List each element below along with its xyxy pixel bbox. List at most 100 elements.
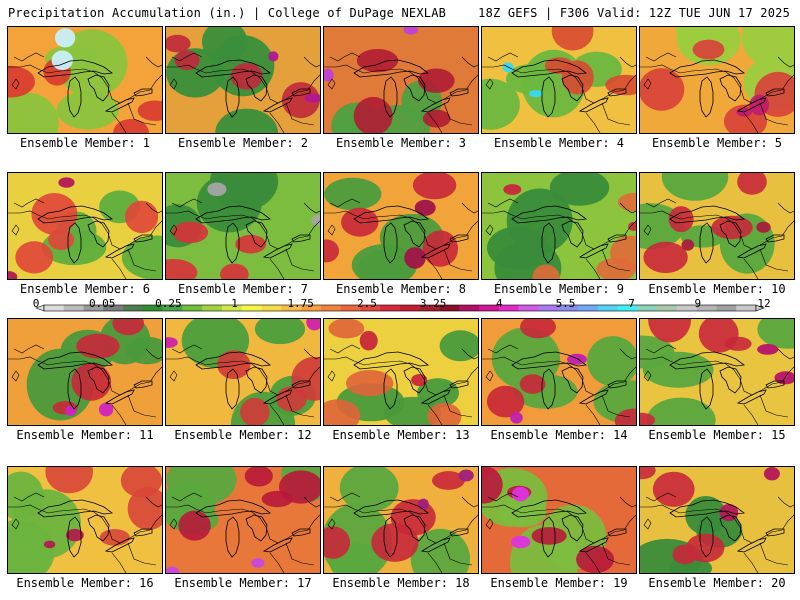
lake-outline — [353, 205, 430, 224]
precip-area — [45, 467, 93, 494]
political-boundary — [482, 210, 636, 250]
lake-outline — [383, 368, 398, 410]
precip-area — [576, 545, 615, 573]
political-boundary — [111, 404, 127, 425]
political-boundary — [324, 504, 478, 544]
ensemble-panel: Ensemble Member: 6 — [7, 172, 163, 300]
precip-area — [235, 234, 267, 254]
ensemble-member-label: Ensemble Member: 16 — [16, 576, 154, 590]
ensemble-panel: Ensemble Member: 15 — [639, 318, 795, 446]
lake-outline — [719, 366, 742, 394]
lake-outline — [87, 366, 110, 394]
precipitation-map — [165, 466, 321, 574]
precip-area — [220, 263, 249, 279]
precip-area — [640, 68, 685, 111]
colorbar-swatch — [261, 305, 282, 311]
lake-outline — [383, 222, 398, 264]
political-boundary — [461, 496, 478, 508]
political-boundary — [324, 210, 478, 250]
precip-area — [230, 63, 263, 90]
ensemble-member-label: Ensemble Member: 9 — [493, 282, 625, 296]
political-boundary — [487, 52, 519, 62]
political-boundary — [601, 394, 631, 418]
precip-area — [306, 319, 320, 331]
lake-outline — [607, 528, 627, 537]
precip-area — [561, 60, 594, 95]
political-boundary — [166, 504, 320, 544]
lake-winnipeg-outline — [169, 224, 178, 236]
lake-winnipeg-outline — [169, 518, 178, 530]
ensemble-panel: Ensemble Member: 10 — [639, 172, 795, 300]
political-boundary — [743, 258, 759, 279]
colorbar-swatch — [479, 305, 500, 311]
lake-outline — [133, 380, 153, 389]
precip-area — [439, 330, 478, 362]
colorbar-swatch — [241, 305, 262, 311]
precip-area — [617, 192, 636, 212]
precip-area — [31, 193, 78, 235]
colorbar-tick-label: 0 — [32, 297, 40, 310]
precip-area — [178, 510, 211, 541]
colorbar-swatch — [222, 305, 243, 311]
precip-area — [76, 333, 120, 359]
ensemble-panel: Ensemble Member: 3 — [323, 26, 479, 154]
lake-outline — [245, 514, 268, 542]
precip-area — [207, 182, 227, 197]
ensemble-panel: Ensemble Member: 7 — [165, 172, 321, 300]
colorbar-arrow-right — [755, 304, 765, 312]
precip-area — [121, 235, 162, 279]
lake-outline — [607, 234, 627, 243]
lake-outline — [353, 59, 430, 78]
lake-outline — [87, 220, 110, 248]
precip-area — [410, 528, 471, 573]
precip-area — [529, 90, 543, 98]
lake-winnipeg-outline — [169, 78, 178, 90]
precip-area — [137, 100, 162, 121]
precip-area — [757, 344, 779, 355]
precip-area — [54, 28, 76, 48]
colorbar-swatch — [301, 305, 322, 311]
precipitation-map — [639, 26, 795, 134]
precip-area — [268, 51, 279, 62]
lake-outline — [420, 243, 451, 259]
political-boundary — [645, 52, 677, 62]
lake-outline — [765, 88, 785, 97]
political-boundary — [777, 496, 794, 508]
lake-winnipeg-outline — [485, 78, 494, 90]
lake-winnipeg-outline — [643, 78, 652, 90]
colorbar-tick-labels: 0 0.05 0.25 1 1.75 2.5 3.25 4 5.5 7 9 12 — [0, 297, 800, 310]
precip-area — [251, 558, 265, 568]
precip-area — [661, 173, 729, 201]
political-boundary — [645, 198, 677, 208]
precip-area — [681, 239, 695, 251]
precipitation-map — [481, 26, 637, 134]
ensemble-member-label: Ensemble Member: 15 — [648, 428, 786, 442]
colorbar-swatch — [558, 305, 579, 311]
colorbar-tick-label: 2.5 — [356, 297, 377, 310]
precip-area — [172, 221, 209, 244]
precip-area — [510, 412, 523, 424]
lake-outline — [765, 380, 785, 389]
precip-area — [643, 241, 688, 273]
colorbar-tick-label: 7 — [628, 297, 635, 310]
precip-area — [113, 119, 149, 133]
political-boundary — [8, 210, 162, 250]
precip-area — [511, 535, 531, 549]
precip-area — [737, 173, 767, 195]
political-boundary — [13, 198, 45, 208]
precip-area — [66, 528, 84, 542]
colorbar-swatch — [123, 305, 144, 311]
political-boundary — [13, 344, 45, 354]
political-boundary — [285, 394, 315, 418]
ensemble-member-label: Ensemble Member: 11 — [16, 428, 154, 442]
lake-outline — [67, 516, 82, 558]
precip-area — [217, 350, 251, 380]
precip-area — [549, 173, 610, 206]
political-boundary — [324, 356, 478, 396]
precip-area — [417, 378, 459, 408]
precipitation-map — [481, 318, 637, 426]
lake-outline — [736, 97, 767, 113]
lake-outline — [449, 234, 469, 243]
political-boundary — [8, 356, 162, 396]
lake-outline — [383, 76, 398, 118]
